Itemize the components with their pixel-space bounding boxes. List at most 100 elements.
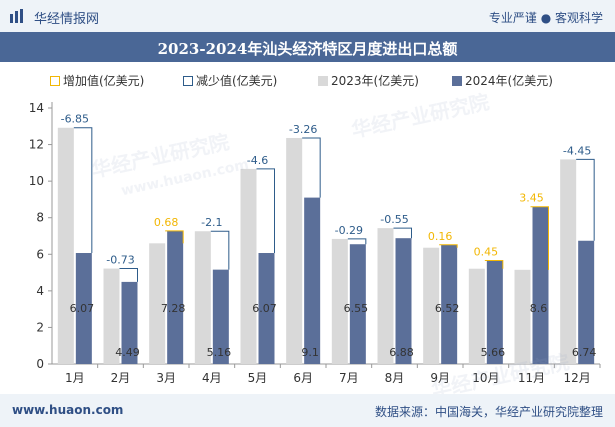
bar-2024 [167,230,184,364]
bar-2024 [395,238,412,364]
bar-2023 [468,268,485,364]
website-link[interactable]: www.huaon.com [12,403,124,417]
x-tick-label: 11月 [518,371,545,385]
x-tick-label: 3月 [156,371,176,385]
y-tick-label: 8 [36,211,44,225]
value-label-2024: 6.55 [344,302,369,315]
legend-2023-swatch [318,76,328,86]
change-bracket [576,158,595,241]
x-tick-label: 5月 [248,371,268,385]
value-label-2024: 8.6 [530,302,548,315]
value-label-2024: 6.07 [70,302,95,315]
bar-2024 [578,240,595,364]
legend-2024: 2024年(亿美元) [452,72,553,89]
bar-2024 [75,253,92,364]
x-tick-label: 2月 [111,371,131,385]
bar-2023 [331,238,348,364]
change-label: -4.6 [247,154,268,167]
bar-2023 [240,168,257,364]
legend-increase-label: 增加值(亿美元) [63,74,145,88]
legend-increase: 增加值(亿美元) [50,72,144,89]
title-bar [0,32,615,62]
bar-2023 [194,231,211,364]
y-tick-label: 6 [36,247,44,261]
x-tick-label: 1月 [65,371,85,385]
change-bracket [256,168,275,254]
bar-2023 [149,243,166,364]
bar-2024 [441,244,458,364]
bar-2024 [532,206,549,364]
legend-decrease-swatch [183,76,193,86]
legend-2024-label: 2024年(亿美元) [465,74,553,88]
legend-2023-label: 2023年(亿美元) [331,74,419,88]
y-tick-label: 0 [36,357,44,371]
bar-2024 [212,269,229,364]
change-label: -4.45 [563,144,591,157]
bar-2024 [121,281,138,364]
change-bracket [439,244,458,248]
x-tick-label: 9月 [430,371,450,385]
x-tick-label: 6月 [293,371,313,385]
tagline: 专业严谨 ● 客观科学 [488,11,603,25]
change-label: 0.16 [428,230,453,243]
bar-2024 [486,260,503,364]
header-bar: 华经情报网 专业严谨 ● 客观科学 [0,0,615,32]
legend-decrease: 减少值(亿美元) [183,72,277,89]
change-bracket [484,260,504,269]
value-label-2024: 5.66 [481,346,506,359]
change-bracket [73,127,93,254]
x-tick-label: 12月 [564,371,591,385]
chart-area: 0 2 4 6 8 10 12 14 -6.85 6.07 1月 -0.73 4.49 2月 0.68 7.2… [29,101,601,385]
bar-2023 [103,268,120,364]
change-label: 3.45 [519,192,544,205]
value-label-2024: 6.52 [435,302,460,315]
bar-2024 [304,197,321,364]
bar-2023 [377,228,394,364]
change-label: 0.45 [474,246,499,259]
value-label-2024: 4.49 [115,346,140,359]
chart-legend: 增加值(亿美元) 减少值(亿美元) 2023年(亿美元) 2024年(亿美元) [0,72,615,90]
change-bracket [119,268,138,282]
change-bracket [210,230,230,270]
legend-2023: 2023年(亿美元) [318,72,419,89]
y-tick-label: 12 [29,138,44,152]
change-bracket [347,238,367,245]
value-label-2024: 7.28 [161,302,186,315]
change-bracket [530,206,549,270]
brand-name[interactable]: 华经情报网 [34,12,100,27]
change-label: -6.85 [61,113,89,126]
legend-decrease-label: 减少值(亿美元) [196,74,278,88]
change-bracket [302,137,321,198]
change-bracket [393,227,412,239]
bar-2023 [423,247,440,364]
value-label-2024: 6.88 [389,346,414,359]
bar-2023 [514,269,531,364]
y-tick-label: 2 [36,320,44,334]
brand-logo-icon [10,9,23,23]
value-label-2024: 5.16 [207,346,232,359]
footer-bar [0,394,615,427]
change-label: -0.73 [106,254,134,267]
x-tick-label: 4月 [202,371,222,385]
value-label-2024: 6.07 [252,302,277,315]
legend-2024-swatch [452,76,462,86]
bar-2023 [286,137,303,364]
y-tick-label: 4 [36,284,44,298]
bar-2024 [349,244,366,364]
change-label: -0.29 [335,224,363,237]
legend-increase-swatch [50,76,60,86]
change-label: -3.26 [289,123,317,136]
y-tick-label: 14 [29,101,44,115]
change-label: -0.55 [380,213,408,226]
x-tick-label: 8月 [385,371,405,385]
data-source: 数据来源：中国海关，华经产业研究院整理 [374,405,603,419]
value-label-2024: 9.1 [301,346,319,359]
value-label-2024: 6.74 [572,346,597,359]
chart-title: 2023-2024年汕头经济特区月度进出口总额 [157,40,458,58]
y-tick-label: 10 [29,174,44,188]
x-tick-label: 7月 [339,371,359,385]
change-bracket [165,230,184,244]
change-label: 0.68 [154,216,179,229]
x-tick-label: 10月 [472,371,499,385]
bar-2023 [560,159,577,364]
